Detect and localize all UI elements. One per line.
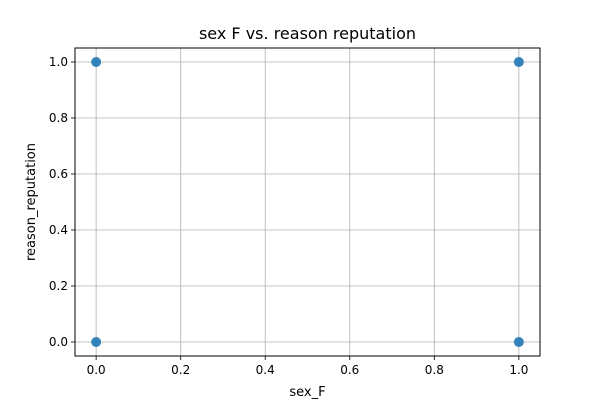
x-tick-label: 1.0: [509, 363, 528, 377]
plot-frame: [74, 47, 541, 357]
scatter-point: [91, 57, 102, 67]
scatter-point: [91, 337, 102, 347]
x-tick-label: 0.4: [256, 363, 275, 377]
y-tick-label: 1.0: [49, 55, 68, 69]
x-tick-label: 0.0: [87, 363, 106, 377]
y-axis-label: reason_reputation: [24, 143, 39, 261]
x-tick-label: 0.2: [171, 363, 190, 377]
scatter-point: [513, 57, 524, 67]
y-tick-label: 0.4: [49, 223, 68, 237]
x-tick-label: 0.8: [425, 363, 444, 377]
axis-ticks: 0.0 0.2 0.4 0.6 0.8 1.0 0.0 0.2 0.4 0.6 0.8 1.0: [49, 55, 529, 377]
x-tick-label: 0.6: [340, 363, 359, 377]
y-tick-label: 0.6: [49, 167, 68, 181]
x-axis-label: sex_F: [289, 385, 325, 400]
data-points: [91, 57, 524, 347]
y-tick-label: 0.2: [49, 279, 68, 293]
y-tick-label: 0.0: [49, 335, 68, 349]
scatter-point: [513, 337, 524, 347]
chart-title: sex F vs. reason reputation: [199, 24, 416, 43]
y-tick-label: 0.8: [49, 111, 68, 125]
grid-lines: [75, 48, 540, 356]
